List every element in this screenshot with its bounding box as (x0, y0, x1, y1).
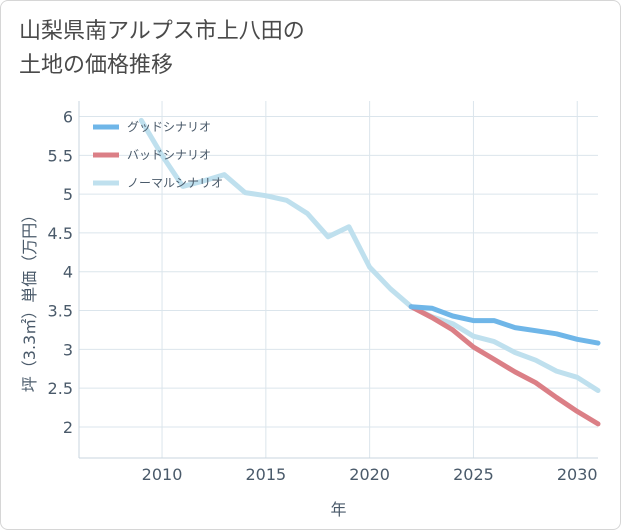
legend-label: バッドシナリオ (127, 148, 211, 162)
x-tick-label: 2010 (142, 465, 183, 484)
y-axis-label: 坪（3.3㎡）単価（万円） (20, 207, 39, 392)
x-tick-labels: 2010 2015 2020 2025 2030 (142, 465, 598, 484)
series-line-2 (138, 117, 601, 393)
x-tick-label: 2025 (453, 465, 494, 484)
series-line-0 (408, 304, 601, 346)
x-axis-label: 年 (330, 500, 346, 519)
y-tick-label: 3.5 (48, 302, 73, 321)
x-tick-label: 2015 (245, 465, 286, 484)
y-tick-label: 3 (63, 340, 73, 359)
y-tick-label: 4.5 (48, 224, 73, 243)
y-tick-label: 2 (63, 418, 73, 437)
x-tick-label: 2020 (349, 465, 390, 484)
legend-label: グッドシナリオ (127, 120, 211, 134)
y-tick-label: 6 (63, 108, 73, 127)
y-tick-label: 2.5 (48, 379, 73, 398)
grid (79, 101, 598, 458)
legend-label: ノーマルシナリオ (127, 176, 223, 190)
series-lines (138, 117, 601, 427)
series-line-1 (408, 304, 601, 427)
chart-title: 山梨県南アルプス市上八田の 土地の価格推移 (19, 19, 305, 78)
y-tick-label: 5.5 (48, 146, 73, 165)
y-tick-label: 5 (63, 185, 73, 204)
x-tick-label: 2030 (557, 465, 598, 484)
plot-frame (78, 101, 598, 459)
y-tick-label: 4 (63, 263, 73, 282)
y-tick-labels: 2 2.5 3 3.5 4 4.5 5 5.5 6 (48, 108, 73, 437)
